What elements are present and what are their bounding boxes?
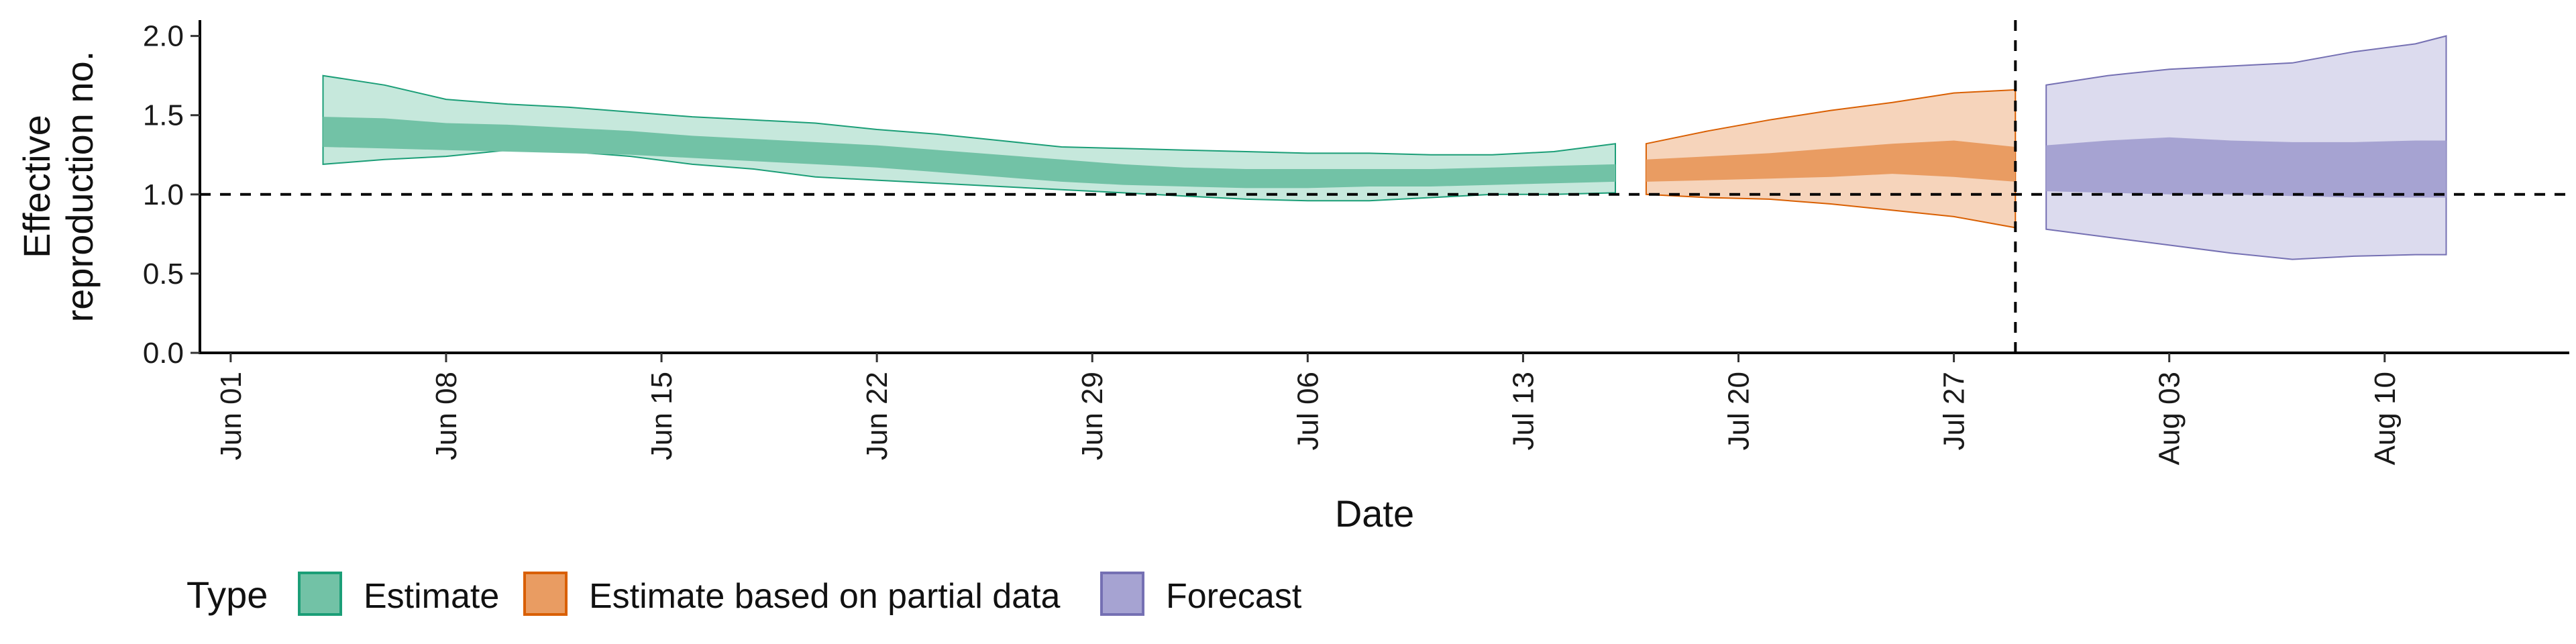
y-tick-label: 1.5 (143, 99, 184, 132)
x-axis-title: Date (1335, 492, 1414, 535)
forecast-inner-band (2046, 137, 2447, 198)
x-tick-label: Jul 27 (1938, 372, 1971, 450)
legend: Type Estimate Estimate based on partial da… (186, 572, 1302, 616)
y-tick-label: 2.0 (143, 20, 184, 53)
x-tick-label: Jul 06 (1291, 372, 1324, 450)
legend-label-estimate: Estimate (364, 577, 499, 616)
x-tick-label: Jun 15 (645, 372, 678, 460)
axes-layer: 0.0 0.5 1.0 1.5 2.0 Jun 01 Jun 08 Jun 15 Jun 22 J… (15, 20, 2569, 535)
x-tick-label: Jul 20 (1723, 372, 1756, 450)
legend-label-estimate-based-on-partial-data: Estimate based on partial data (589, 577, 1061, 616)
bands-layer (322, 35, 2447, 260)
legend-key-forecast (1100, 572, 1144, 616)
y-axis-title-line: reproduction no. (58, 51, 101, 323)
estimate-inner-band (323, 117, 1615, 189)
estimate-based-on-partial-data-inner-band (1646, 140, 2016, 182)
y-tick-label: 1.0 (143, 178, 184, 211)
legend-key-estimate-based-on-partial-data (523, 572, 568, 616)
x-tick-label: Jul 13 (1507, 372, 1540, 450)
x-tick-label: Aug 10 (2369, 372, 2402, 465)
legend-key-estimate (298, 572, 342, 616)
legend-label-forecast: Forecast (1166, 577, 1302, 616)
y-tick-label: 0.0 (143, 337, 184, 370)
x-tick-label: Aug 03 (2153, 372, 2186, 465)
x-tick-label: Jun 29 (1076, 372, 1109, 460)
y-tick-label: 0.5 (143, 258, 184, 290)
x-tick-label: Jun 08 (430, 372, 463, 460)
reference-lines-layer (200, 20, 2569, 353)
y-axis-title-line: Effective (15, 115, 58, 258)
x-tick-label: Jun 01 (215, 372, 248, 460)
legend-title: Type (186, 574, 268, 616)
x-tick-label: Jun 22 (861, 372, 894, 460)
